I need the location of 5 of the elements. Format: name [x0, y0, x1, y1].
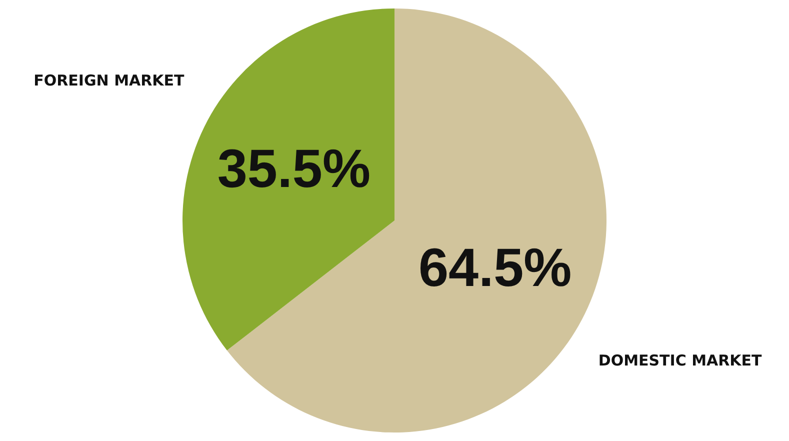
data-label: 64.5%	[418, 238, 572, 298]
slice-label: FOREIGN MARKET	[34, 72, 186, 90]
pie-slice	[182, 8, 394, 350]
data-label: 35.5%	[217, 139, 370, 200]
slice-label: DOMESTIC MARKET	[598, 351, 763, 370]
